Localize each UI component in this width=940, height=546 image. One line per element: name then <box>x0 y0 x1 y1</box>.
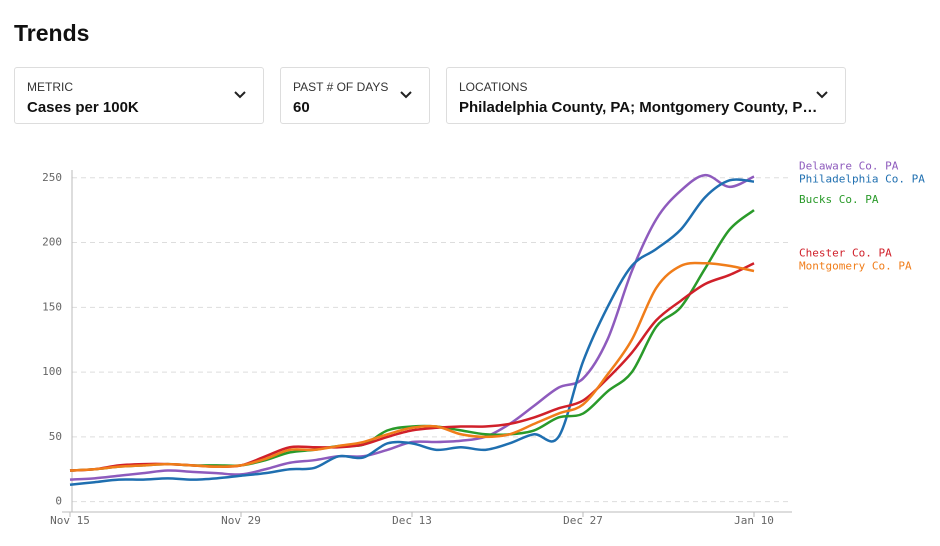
x-tick-label: Jan 10 <box>734 514 774 527</box>
y-tick-label: 0 <box>55 495 62 508</box>
page-title: Trends <box>14 20 90 46</box>
legend-label: Delaware Co. PA <box>799 159 899 172</box>
chart: 0 50 100 150 200 250 Nov 15 Nov 29 Dec 13 Dec 27 J… <box>42 159 925 527</box>
x-tick-label: Dec 13 <box>392 514 432 527</box>
series-line <box>69 178 755 487</box>
series-line <box>69 261 755 472</box>
y-tick-label: 250 <box>42 171 62 184</box>
y-tick-label: 50 <box>49 430 62 443</box>
metric-dropdown[interactable]: METRIC Cases per 100K <box>14 67 264 124</box>
x-tick-label: Dec 27 <box>563 514 603 527</box>
x-tick-label: Nov 15 <box>50 514 90 527</box>
x-tick-label: Nov 29 <box>221 514 261 527</box>
dropdown-label: PAST # OF DAYS <box>293 80 389 94</box>
series-line <box>69 173 755 481</box>
dropdown-label: METRIC <box>27 80 73 94</box>
locations-dropdown[interactable]: LOCATIONS Philadelphia County, PA; Montgo… <box>446 67 846 124</box>
y-tick-label: 150 <box>42 300 62 313</box>
dropdown-value: 60 <box>293 99 310 116</box>
chevron <box>816 91 828 99</box>
dropdown-label: LOCATIONS <box>459 80 528 94</box>
dropdown-value: Cases per 100K <box>27 99 139 116</box>
legend-label: Chester Co. PA <box>799 246 892 259</box>
y-tick-label: 100 <box>42 365 62 378</box>
y-tick-label: 200 <box>42 236 62 249</box>
legend-label: Philadelphia Co. PA <box>799 172 925 185</box>
days-dropdown[interactable]: PAST # OF DAYS 60 <box>280 67 430 124</box>
legend-label: Montgomery Co. PA <box>799 259 912 272</box>
dropdown-value: Philadelphia County, PA; Montgomery Coun… <box>459 99 818 116</box>
legend-label: Bucks Co. PA <box>799 193 879 206</box>
chevron <box>400 91 412 99</box>
chevron <box>234 91 246 99</box>
